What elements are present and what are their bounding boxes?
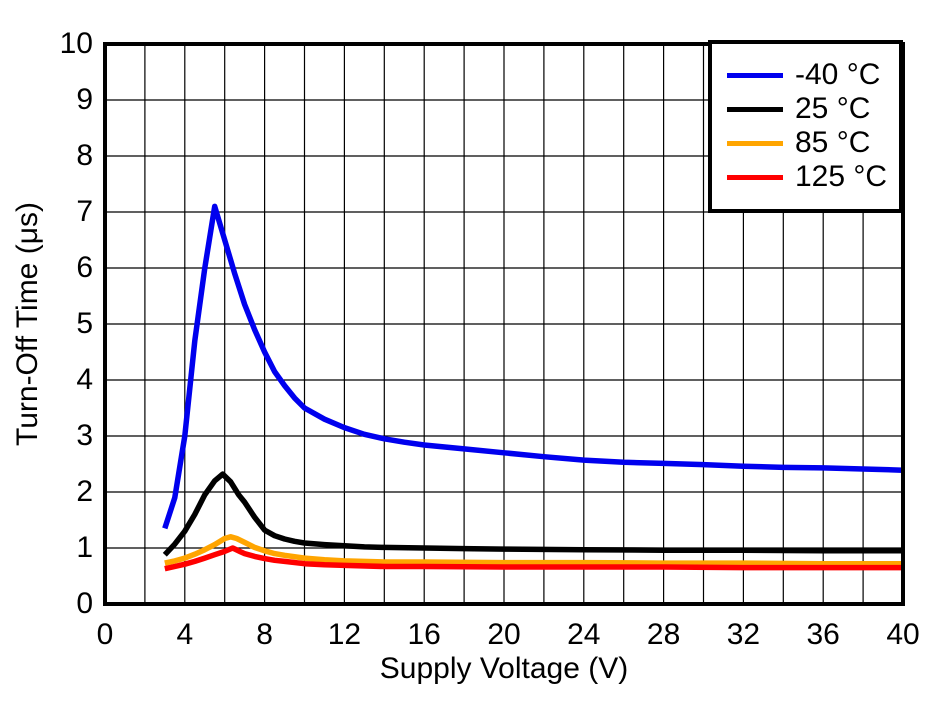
legend-label: 25 °C <box>795 92 871 125</box>
y-tick-label: 2 <box>76 475 93 508</box>
x-tick-label: 24 <box>567 618 601 651</box>
plot-frame <box>103 42 905 606</box>
y-tick-label: 9 <box>76 83 93 116</box>
x-axis-title: Supply Voltage (V) <box>379 652 629 685</box>
legend-item-minus40c: -40 °C <box>712 58 899 92</box>
legend-line-swatch <box>727 106 783 112</box>
y-tick-label: 0 <box>76 587 93 620</box>
x-tick-label: 8 <box>256 618 273 651</box>
x-tick-label: 16 <box>407 618 441 651</box>
y-tick-label: 6 <box>76 251 93 284</box>
legend-label: 85 °C <box>795 126 871 159</box>
x-tick-label: 12 <box>327 618 362 651</box>
legend-item-125c: 125 °C <box>712 160 899 194</box>
y-tick-label: 10 <box>59 27 93 60</box>
series-line-125C <box>164 545 903 572</box>
legend: -40 °C 25 °C 85 °C 125 °C <box>708 40 903 213</box>
y-tick-label: 4 <box>76 363 93 396</box>
x-tick-label: 32 <box>726 618 761 651</box>
x-tick-label: 28 <box>646 618 681 651</box>
x-tick-label: 0 <box>96 618 114 651</box>
legend-label: -40 °C <box>795 58 881 91</box>
y-tick-label: 8 <box>76 139 93 172</box>
legend-label: 125 °C <box>795 160 888 193</box>
series-line-25C <box>162 471 903 557</box>
series-line-85C <box>164 534 903 567</box>
legend-item-85c: 85 °C <box>712 126 899 160</box>
legend-line-swatch <box>727 72 783 78</box>
x-tick-label: 36 <box>806 618 840 651</box>
x-tick-label: 20 <box>487 618 521 651</box>
y-tick-label: 1 <box>76 531 93 564</box>
legend-item-25c: 25 °C <box>712 92 899 126</box>
x-tick-label: 40 <box>886 618 920 651</box>
y-tick-label: 5 <box>76 307 93 340</box>
y-tick-label: 7 <box>76 195 93 228</box>
series-line--40C <box>162 203 904 530</box>
legend-line-swatch <box>727 140 783 146</box>
x-tick-label: 4 <box>176 618 194 651</box>
y-tick-label: 3 <box>76 419 93 452</box>
legend-line-swatch <box>727 174 783 180</box>
